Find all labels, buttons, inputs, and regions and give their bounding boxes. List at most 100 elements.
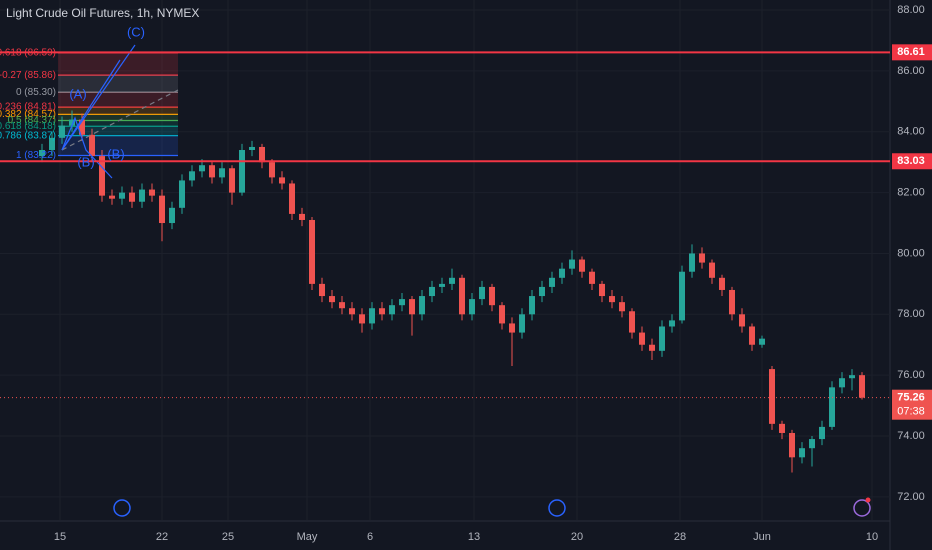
y-tick-label: 74.00 [897, 430, 925, 442]
candle-body [599, 283, 605, 297]
candle-body [319, 283, 325, 297]
candle-body [529, 296, 535, 315]
fib-label: 0.5 (84.37) [8, 115, 56, 126]
candle-body [469, 299, 475, 315]
fib-label: 0.618 (84.18) [0, 121, 56, 132]
x-tick-label: 10 [866, 531, 878, 543]
candle-body [479, 286, 485, 300]
candle-body [359, 314, 365, 324]
candle-body [39, 150, 45, 157]
candle-body [389, 305, 395, 315]
candle-body [659, 326, 665, 351]
countdown: 07:38 [897, 406, 925, 418]
fib-label: 0.786 (83.87) [0, 130, 56, 141]
chart-title: Light Crude Oil Futures, 1h, NYMEX [6, 6, 199, 20]
candle-body [549, 277, 555, 287]
candle-body [859, 375, 865, 398]
fib-band [58, 114, 178, 121]
candle-body [419, 296, 425, 315]
candle-body [69, 119, 75, 126]
candle-body [229, 168, 235, 193]
x-tick-label: 28 [674, 531, 686, 543]
candle-body [189, 171, 195, 181]
candle-body [729, 289, 735, 315]
candle-body [779, 423, 785, 433]
candle-body [279, 177, 285, 184]
candle-body [799, 448, 805, 458]
candle-body [759, 338, 765, 345]
candle-body [819, 426, 825, 440]
candle-body [849, 375, 855, 379]
y-tick-label: 80.00 [897, 247, 925, 259]
event-icon[interactable] [548, 499, 566, 517]
candle-body [689, 253, 695, 272]
candle-body [399, 299, 405, 306]
candle-body [159, 195, 165, 224]
y-tick-label: 72.00 [897, 491, 925, 503]
wave-label: (B) [77, 154, 94, 169]
price-label-box [892, 153, 932, 170]
candle-body [619, 302, 625, 312]
candle-body [829, 387, 835, 427]
candle-body [309, 219, 315, 284]
candle-body [49, 137, 55, 151]
candle-body [609, 296, 615, 303]
y-tick-label: 82.00 [897, 187, 925, 199]
candle-body [709, 262, 715, 278]
x-tick-label: 15 [54, 531, 66, 543]
y-tick-label: 88.00 [897, 4, 925, 16]
candle-body [89, 134, 95, 157]
price-label: 86.61 [897, 46, 925, 58]
x-tick-label: 20 [571, 531, 583, 543]
x-tick-label: 6 [367, 531, 373, 543]
candle-body [629, 311, 635, 333]
candle-body [249, 146, 255, 151]
current-price-label: 75.26 [897, 392, 925, 404]
candle-body [109, 195, 115, 199]
candle-body [749, 326, 755, 345]
candle-body [839, 378, 845, 388]
candle-body [789, 432, 795, 458]
x-tick-label: Jun [753, 531, 771, 543]
candle-body [99, 156, 105, 196]
candle-body [349, 308, 355, 315]
candle-body [429, 286, 435, 297]
fib-label: 1 (83.22) [16, 150, 56, 161]
candle-body [199, 165, 205, 172]
wave-label: (C) [127, 24, 145, 39]
candle-body [149, 189, 155, 196]
candle-body [509, 323, 515, 333]
candle-body [339, 302, 345, 309]
candle-body [259, 146, 265, 163]
event-dot [865, 497, 871, 503]
event-icon[interactable] [853, 499, 871, 517]
candle-body [239, 150, 245, 193]
trend-line [61, 59, 121, 151]
fib-band [58, 75, 178, 93]
candle-body [679, 271, 685, 321]
candle-body [719, 277, 725, 290]
candle-body [269, 162, 275, 178]
candle-body [569, 259, 575, 269]
candle-body [809, 439, 815, 449]
wave-label: (A) [69, 86, 86, 101]
y-tick-label: 78.00 [897, 308, 925, 320]
x-tick-label: 25 [222, 531, 234, 543]
fib-band [58, 135, 178, 156]
fib-band [58, 92, 178, 108]
trend-line [61, 89, 179, 151]
event-icon[interactable] [113, 499, 131, 517]
candle-body [699, 253, 705, 263]
trend-line [61, 44, 136, 151]
candle-body [519, 314, 525, 333]
y-tick-label: 76.00 [897, 369, 925, 381]
candle-body [459, 277, 465, 315]
candle-body [329, 296, 335, 303]
fib-label: -0.27 (85.86) [0, 70, 56, 81]
candle-body [119, 192, 125, 199]
candle-body [179, 180, 185, 208]
current-price-box [892, 389, 932, 420]
candle-body [499, 305, 505, 324]
candle-body [169, 207, 175, 224]
